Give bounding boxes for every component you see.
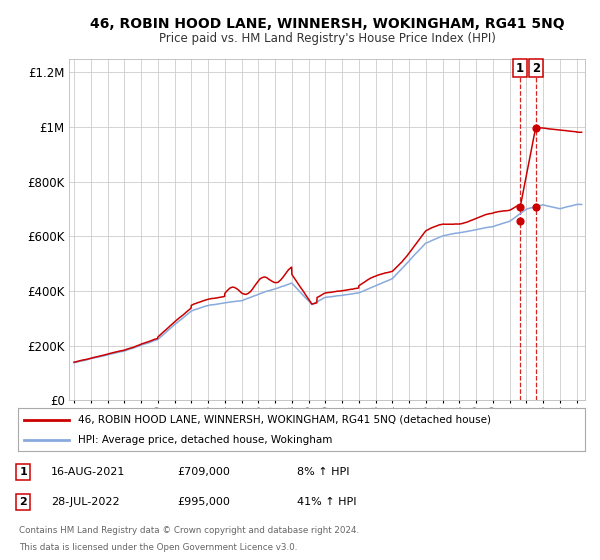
Text: HPI: Average price, detached house, Wokingham: HPI: Average price, detached house, Woki… bbox=[77, 435, 332, 445]
Text: 2: 2 bbox=[532, 62, 540, 75]
Text: £709,000: £709,000 bbox=[177, 467, 230, 477]
Text: 16-AUG-2021: 16-AUG-2021 bbox=[51, 467, 125, 477]
Text: 46, ROBIN HOOD LANE, WINNERSH, WOKINGHAM, RG41 5NQ (detached house): 46, ROBIN HOOD LANE, WINNERSH, WOKINGHAM… bbox=[77, 415, 491, 424]
Text: 46, ROBIN HOOD LANE, WINNERSH, WOKINGHAM, RG41 5NQ: 46, ROBIN HOOD LANE, WINNERSH, WOKINGHAM… bbox=[89, 16, 565, 30]
Text: 1: 1 bbox=[516, 62, 524, 75]
Text: 28-JUL-2022: 28-JUL-2022 bbox=[51, 497, 119, 507]
Text: 8% ↑ HPI: 8% ↑ HPI bbox=[297, 467, 349, 477]
Text: This data is licensed under the Open Government Licence v3.0.: This data is licensed under the Open Gov… bbox=[19, 543, 298, 552]
Text: Contains HM Land Registry data © Crown copyright and database right 2024.: Contains HM Land Registry data © Crown c… bbox=[19, 526, 359, 535]
Point bbox=[515, 217, 525, 226]
Text: 41% ↑ HPI: 41% ↑ HPI bbox=[297, 497, 356, 507]
Point bbox=[531, 124, 541, 133]
Point bbox=[515, 202, 525, 211]
Text: 2: 2 bbox=[19, 497, 27, 507]
Text: 1: 1 bbox=[19, 467, 27, 477]
Text: £995,000: £995,000 bbox=[177, 497, 230, 507]
Text: Price paid vs. HM Land Registry's House Price Index (HPI): Price paid vs. HM Land Registry's House … bbox=[158, 31, 496, 45]
Point bbox=[531, 203, 541, 212]
